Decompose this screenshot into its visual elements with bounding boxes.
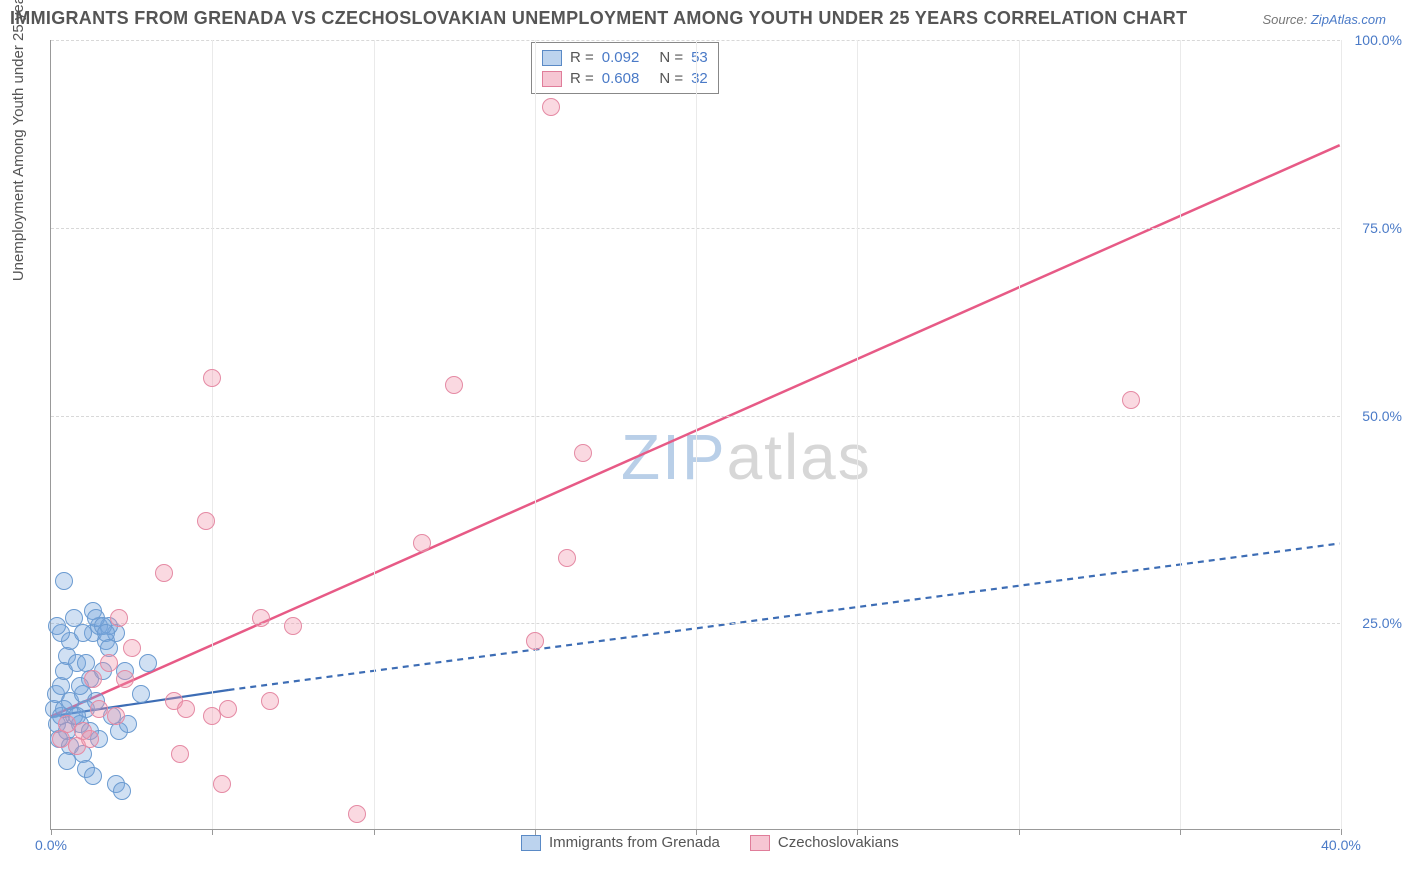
r-label: R = <box>570 70 594 87</box>
data-point <box>219 700 237 718</box>
data-point <box>84 767 102 785</box>
x-tick <box>535 829 536 835</box>
x-tick <box>857 829 858 835</box>
gridline-v <box>535 40 536 829</box>
x-tick <box>51 829 52 835</box>
data-point <box>1122 391 1140 409</box>
data-point <box>542 98 560 116</box>
data-point <box>445 376 463 394</box>
source-link[interactable]: ZipAtlas.com <box>1311 12 1386 27</box>
data-point <box>84 670 102 688</box>
n-value-grenada: 53 <box>691 49 708 66</box>
gridline-v <box>696 40 697 829</box>
x-tick-label: 0.0% <box>35 837 67 853</box>
n-label: N = <box>659 49 683 66</box>
data-point <box>48 617 66 635</box>
plot-area: ZIPatlas R = 0.092 N = 53 R = 0.608 N = … <box>50 40 1340 830</box>
series-name-czech: Czechoslovakians <box>778 834 899 851</box>
y-tick-label: 100.0% <box>1355 32 1402 48</box>
x-tick <box>212 829 213 835</box>
source-prefix: Source: <box>1262 12 1310 27</box>
series-name-grenada: Immigrants from Grenada <box>549 834 720 851</box>
source-attribution: Source: ZipAtlas.com <box>1262 12 1386 27</box>
data-point <box>113 782 131 800</box>
legend-row-2: R = 0.608 N = 32 <box>542 68 708 89</box>
x-tick <box>696 829 697 835</box>
data-point <box>100 654 118 672</box>
gridline-v <box>1019 40 1020 829</box>
data-point <box>203 369 221 387</box>
data-point <box>55 572 73 590</box>
legend-swatch-czech <box>542 71 562 87</box>
data-point <box>413 534 431 552</box>
data-point <box>132 685 150 703</box>
legend-swatch-czech-icon <box>750 835 770 851</box>
legend-row-1: R = 0.092 N = 53 <box>542 47 708 68</box>
data-point <box>139 654 157 672</box>
data-point <box>155 564 173 582</box>
data-point <box>348 805 366 823</box>
n-label: N = <box>659 70 683 87</box>
gridline-v <box>1341 40 1342 829</box>
data-point <box>574 444 592 462</box>
data-point <box>197 512 215 530</box>
data-point <box>81 730 99 748</box>
gridline-v <box>1180 40 1181 829</box>
legend-item-czech: Czechoslovakians <box>750 834 899 851</box>
x-tick <box>1341 829 1342 835</box>
y-tick-label: 75.0% <box>1362 220 1402 236</box>
y-tick-label: 25.0% <box>1362 615 1402 631</box>
data-point <box>123 639 141 657</box>
r-label: R = <box>570 49 594 66</box>
gridline-v <box>374 40 375 829</box>
series-legend: Immigrants from Grenada Czechoslovakians <box>521 834 899 851</box>
legend-swatch-grenada-icon <box>521 835 541 851</box>
data-point <box>107 707 125 725</box>
x-tick <box>374 829 375 835</box>
data-point <box>74 624 92 642</box>
y-tick-label: 50.0% <box>1362 408 1402 424</box>
data-point <box>252 609 270 627</box>
x-tick <box>1019 829 1020 835</box>
data-point <box>177 700 195 718</box>
n-value-czech: 32 <box>691 70 708 87</box>
x-tick <box>1180 829 1181 835</box>
trend-line <box>228 543 1339 690</box>
gridline-v <box>857 40 858 829</box>
data-point <box>213 775 231 793</box>
y-axis-label: Unemployment Among Youth under 25 years <box>10 0 27 281</box>
correlation-legend: R = 0.092 N = 53 R = 0.608 N = 32 <box>531 42 719 94</box>
data-point <box>171 745 189 763</box>
data-point <box>526 632 544 650</box>
legend-item-grenada: Immigrants from Grenada <box>521 834 720 851</box>
data-point <box>261 692 279 710</box>
data-point <box>110 609 128 627</box>
data-point <box>558 549 576 567</box>
x-tick-label: 40.0% <box>1321 837 1361 853</box>
r-value-czech: 0.608 <box>602 70 640 87</box>
legend-swatch-grenada <box>542 50 562 66</box>
chart-title: IMMIGRANTS FROM GRENADA VS CZECHOSLOVAKI… <box>10 8 1187 29</box>
data-point <box>116 670 134 688</box>
r-value-grenada: 0.092 <box>602 49 640 66</box>
data-point <box>284 617 302 635</box>
